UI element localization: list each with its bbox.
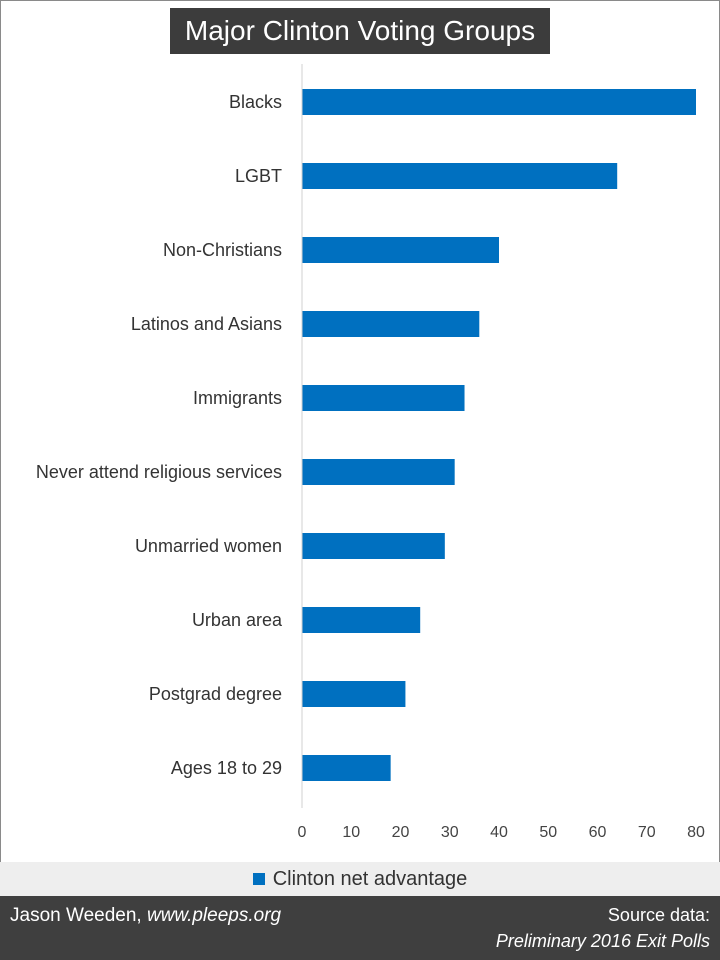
footer-credit: Jason Weeden, www.pleeps.org	[10, 905, 281, 927]
category-label: Ages 18 to 29	[171, 758, 282, 778]
x-tick-label: 0	[298, 824, 307, 841]
category-label: Immigrants	[193, 388, 282, 408]
bar-chart: Blacks LGBT Non-Christians Latinos and Asia…	[36, 64, 705, 841]
category-label: LGBT	[235, 166, 282, 186]
category-label: Urban area	[192, 610, 283, 630]
x-tick-label: 20	[392, 824, 410, 841]
bar	[302, 237, 499, 263]
category-label: Non-Christians	[163, 240, 282, 260]
bar	[302, 681, 406, 707]
footer: Jason Weeden, www.pleeps.org Source data…	[0, 896, 720, 960]
legend-label: Clinton net advantage	[272, 867, 468, 890]
chart-title: Major Clinton Voting Groups	[170, 8, 550, 54]
x-tick-label: 70	[638, 824, 656, 841]
bar	[302, 163, 618, 189]
category-label: Postgrad degree	[149, 684, 282, 704]
source-label: Source data:	[607, 905, 710, 925]
x-tick-label: 40	[490, 824, 508, 841]
bar	[302, 89, 696, 115]
legend: Clinton net advantage	[0, 862, 720, 896]
legend-swatch	[252, 873, 265, 885]
x-tick-label: 60	[589, 824, 607, 841]
x-tick-label: 50	[539, 824, 557, 841]
bar	[302, 459, 455, 485]
bar	[302, 533, 445, 559]
category-label: Never attend religious services	[36, 462, 282, 482]
x-tick-label: 10	[342, 824, 360, 841]
category-label: Latinos and Asians	[131, 314, 282, 334]
category-label: Unmarried women	[135, 536, 282, 556]
x-tick-label: 30	[441, 824, 459, 841]
x-tick-label: 80	[687, 824, 705, 841]
bar	[302, 755, 391, 781]
bar	[302, 607, 421, 633]
author-name: Jason Weeden,	[10, 905, 147, 926]
bar	[302, 385, 465, 411]
category-label: Blacks	[229, 92, 282, 112]
source-name: Preliminary 2016 Exit Polls	[495, 931, 710, 951]
author-site: www.pleeps.org	[146, 905, 282, 926]
bar	[302, 311, 480, 337]
